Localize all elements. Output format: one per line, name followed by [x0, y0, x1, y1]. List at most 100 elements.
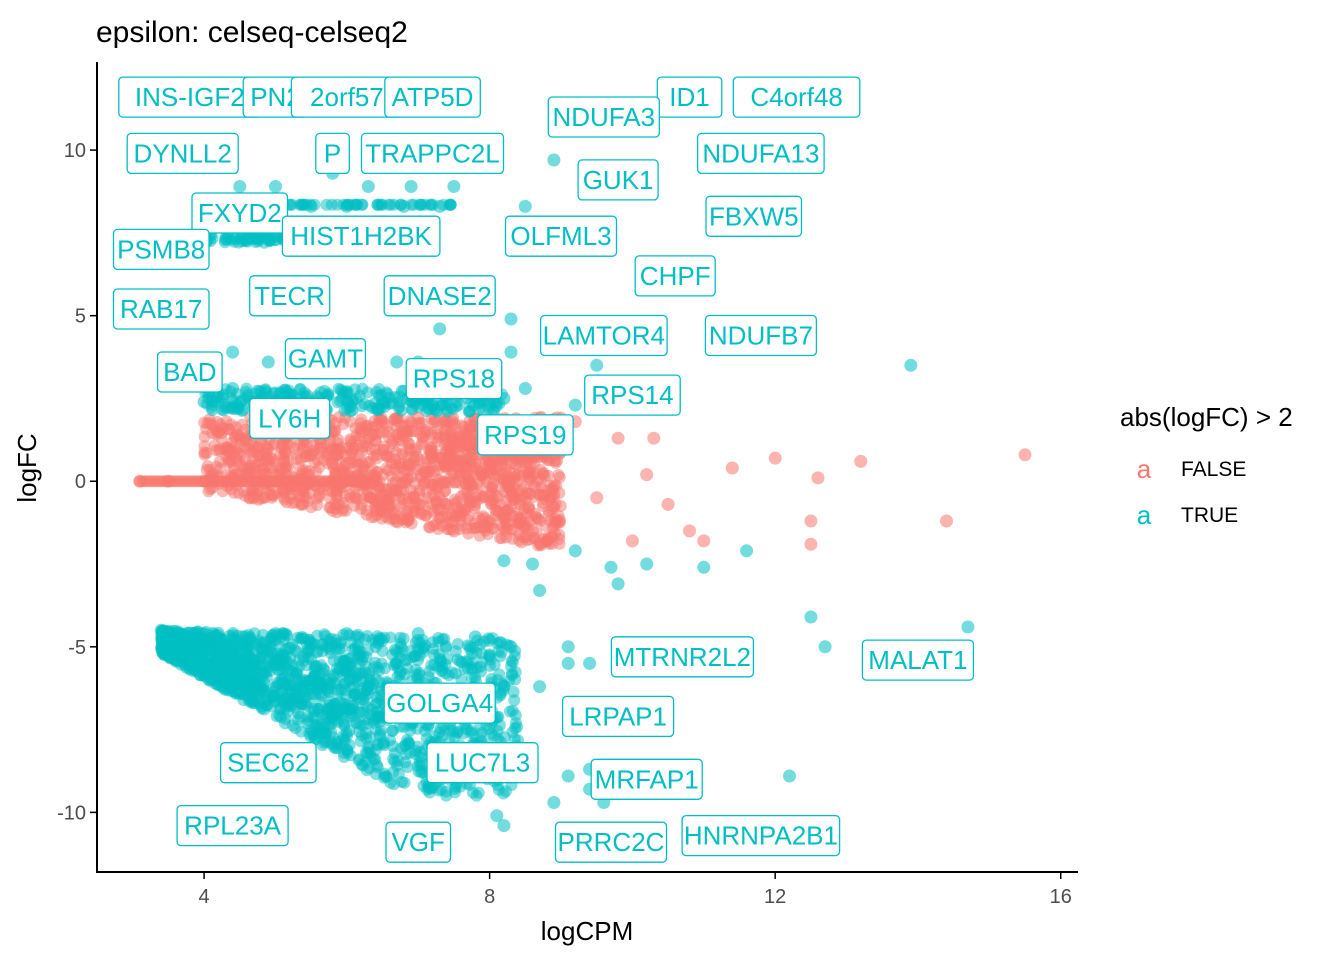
- gene-label-box: [405, 357, 503, 400]
- gene-label-box: [696, 132, 825, 175]
- point: [211, 679, 224, 692]
- data-point: [647, 431, 661, 445]
- gene-label-text: HNRNPA2B1: [684, 821, 838, 851]
- point: [179, 654, 192, 667]
- data-point: [940, 514, 953, 528]
- point: [416, 765, 429, 778]
- point: [377, 426, 390, 439]
- point: [371, 198, 384, 211]
- point: [332, 666, 344, 679]
- point: [399, 756, 412, 769]
- point: [198, 448, 211, 461]
- point: [436, 660, 449, 673]
- point: [449, 497, 462, 510]
- point: [527, 524, 539, 537]
- gene-label: CHPF: [634, 255, 716, 297]
- data-point: [547, 796, 561, 809]
- gene-label-box: [704, 314, 818, 357]
- point: [427, 416, 440, 429]
- gene-label: 2orf57: [290, 76, 404, 118]
- point: [450, 400, 463, 413]
- point: [360, 764, 373, 777]
- point: [309, 688, 322, 701]
- gene-label-box: [385, 821, 452, 863]
- point: [436, 633, 449, 646]
- data-point: [518, 382, 532, 395]
- gene-label-box: [705, 195, 803, 237]
- point: [395, 775, 408, 788]
- point: [386, 740, 399, 753]
- point: [218, 401, 231, 414]
- data-point: [590, 358, 604, 372]
- y-ticks: -10 -5 0 5 10: [57, 140, 97, 824]
- data-point: [219, 233, 232, 246]
- point: [356, 465, 369, 478]
- point: [464, 726, 477, 739]
- gene-label: NDUFA3: [547, 96, 660, 138]
- point: [337, 502, 350, 515]
- gene-label: HNRNPA2B1: [681, 814, 841, 857]
- gene-label-box: [112, 288, 210, 330]
- point: [349, 716, 362, 728]
- point: [184, 663, 197, 676]
- data-point: [818, 640, 832, 654]
- point: [260, 699, 273, 712]
- gene-label: HIST1H2BK: [281, 215, 441, 257]
- point: [427, 642, 440, 655]
- point: [286, 496, 299, 509]
- gene-label-box: [539, 314, 668, 357]
- point: [289, 683, 302, 696]
- point: [551, 454, 563, 467]
- y-axis-label: logFC: [12, 433, 42, 502]
- gene-label: C4orf48: [732, 76, 861, 118]
- x-axis-label: logCPM: [541, 916, 633, 946]
- gene-label-box: [504, 215, 618, 257]
- data-point: [376, 501, 389, 515]
- gene-label-text: DYNLL2: [134, 138, 232, 168]
- data-point: [811, 471, 825, 485]
- point: [508, 733, 521, 745]
- legend-label-true: TRUE: [1181, 504, 1238, 527]
- gene-label-text: CHPF: [640, 261, 711, 291]
- point: [341, 387, 354, 400]
- x-tick-label: 4: [199, 886, 210, 908]
- data-point: [533, 680, 547, 694]
- gene-label: LRPAP1: [561, 695, 675, 738]
- point: [554, 500, 567, 512]
- gene-label-text: GAMT: [288, 344, 363, 374]
- data-point: [854, 454, 868, 468]
- point: [475, 492, 488, 505]
- gene-label-text: RPL23A: [184, 811, 281, 841]
- gene-label-text: VGF: [391, 827, 444, 857]
- point: [377, 468, 390, 481]
- x-ticks: 4 8 12 16: [199, 872, 1072, 908]
- point: [375, 512, 388, 525]
- point: [408, 444, 421, 457]
- data-point: [568, 544, 582, 558]
- data-point: [526, 557, 539, 571]
- point: [299, 674, 312, 687]
- point: [248, 653, 261, 666]
- point: [232, 629, 244, 642]
- gene-label-box: [219, 742, 317, 784]
- gene-label-box: [383, 682, 496, 724]
- data-point: [804, 537, 818, 551]
- point: [228, 486, 241, 499]
- data-point: [226, 345, 240, 359]
- point: [413, 454, 426, 467]
- data-point: [269, 180, 282, 193]
- point: [499, 463, 512, 476]
- gene-label-text: MTRNR2L2: [614, 642, 751, 672]
- gene-label: FBXW5: [705, 195, 803, 237]
- point: [344, 415, 357, 428]
- gene-label: RPS19: [476, 414, 574, 456]
- point: [198, 440, 211, 452]
- point: [336, 739, 349, 752]
- point: [397, 632, 410, 645]
- point: [225, 418, 237, 431]
- point: [351, 675, 364, 688]
- point: [422, 780, 435, 793]
- data-point: [304, 199, 318, 213]
- data-point: [490, 809, 504, 823]
